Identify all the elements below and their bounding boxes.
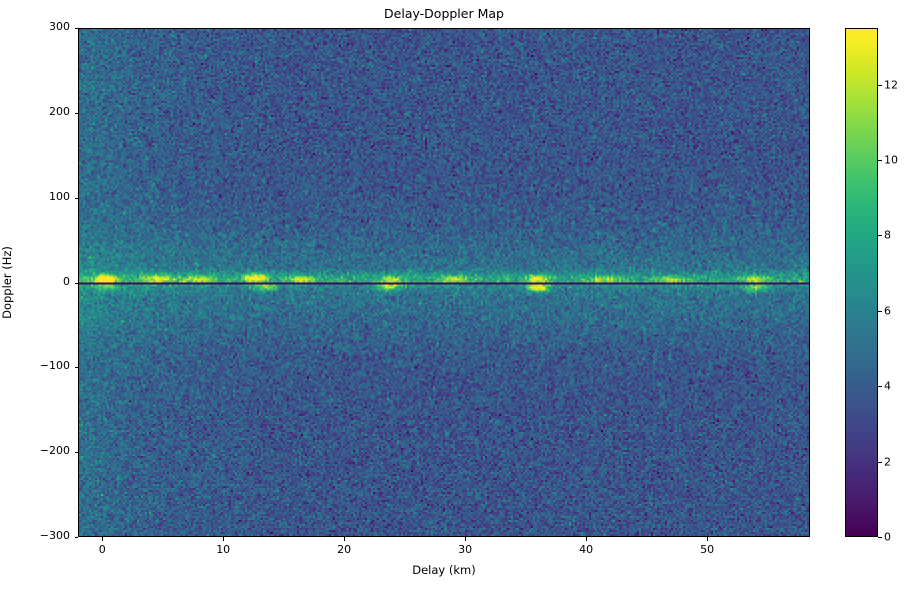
colorbar-gradient: [846, 29, 877, 536]
colorbar-tick-mark: [878, 159, 882, 161]
colorbar-tick-label: 2: [884, 455, 891, 469]
colorbar-tick-mark: [878, 461, 882, 463]
colorbar-tick-label: 6: [884, 304, 891, 318]
x-tick-mark: [344, 537, 346, 541]
y-tick-mark: [74, 197, 78, 199]
colorbar-tick-label: 4: [884, 379, 891, 393]
delay-doppler-heatmap: [78, 28, 810, 537]
x-tick-label: 40: [579, 543, 594, 556]
x-tick-label: 20: [337, 543, 352, 556]
x-tick-label: 50: [700, 543, 715, 556]
x-tick-label: 30: [458, 543, 473, 556]
colorbar-tick-label: 12: [884, 78, 898, 92]
colorbar-tick-label: 10: [884, 153, 898, 167]
y-tick-mark: [74, 367, 78, 369]
y-tick-mark: [74, 537, 78, 538]
x-tick-mark: [465, 537, 467, 541]
colorbar-tick-label: 8: [884, 228, 891, 242]
x-axis-label: Delay (km): [412, 563, 476, 577]
y-tick-mark: [74, 282, 78, 284]
x-tick-mark: [707, 537, 709, 541]
y-axis-label: Doppler (Hz): [0, 246, 14, 319]
page-title: Delay-Doppler Map: [384, 6, 504, 21]
x-tick-mark: [102, 537, 104, 541]
colorbar-tick-label: 0: [884, 530, 891, 544]
colorbar: [845, 28, 878, 537]
y-tick-mark: [74, 452, 78, 454]
y-tick-mark: [74, 28, 78, 29]
y-tick-mark: [74, 112, 78, 114]
colorbar-tick-mark: [878, 386, 882, 388]
colorbar-tick-mark: [878, 235, 882, 237]
x-tick-label: 10: [216, 543, 231, 556]
colorbar-tick-mark: [878, 84, 882, 86]
colorbar-tick-mark: [878, 537, 882, 538]
x-tick-mark: [223, 537, 225, 541]
x-tick-label: 0: [98, 543, 106, 556]
colorbar-tick-mark: [878, 310, 882, 312]
x-tick-mark: [586, 537, 588, 541]
heatmap-canvas: [79, 29, 809, 536]
